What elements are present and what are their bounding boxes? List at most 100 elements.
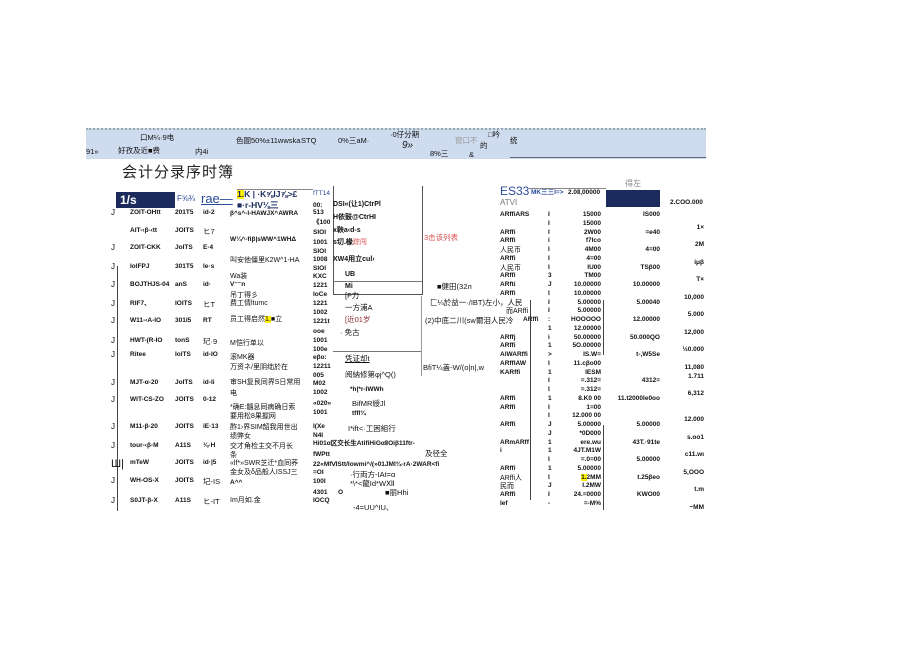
description-text: β^s^-l-HAWJX^AWRA <box>230 210 299 217</box>
row-check[interactable]: J <box>111 316 115 325</box>
context-menu-item-label: DSI«(让1)CtrPl <box>333 201 381 208</box>
voucher-date: JOITS <box>175 459 194 466</box>
row-check[interactable]: J <box>111 496 115 505</box>
row-check[interactable]: J <box>111 208 115 217</box>
voucher-text: ·行両方-IAt=α <box>350 470 396 479</box>
rate-cell: 1 <box>548 447 552 455</box>
voucher-number[interactable]: ZOIT-OHtt <box>130 209 161 216</box>
voucher-number[interactable]: S0JT-β-X <box>130 497 158 504</box>
column-header-4[interactable]: fTT14 <box>313 190 330 197</box>
voucher-number[interactable]: BOJTHJS-04 <box>130 281 170 288</box>
entry-description: 金女及δ品般人ISSJ三 <box>230 469 298 476</box>
row-check[interactable]: J <box>111 350 115 359</box>
context-menu-item[interactable]: x鞅a‹d-s <box>333 227 361 234</box>
voucher-number[interactable]: Ritee <box>130 351 146 358</box>
total-amount: 2M <box>694 241 704 249</box>
toolbar-item[interactable]: 9» <box>402 140 414 151</box>
voucher-number[interactable]: WH-OS-X <box>130 477 159 484</box>
context-menu-item[interactable]: H依鼓@CtrHI <box>333 214 376 221</box>
toolbar-item[interactable]: STQ <box>301 136 317 145</box>
currency-cell: Ief <box>500 499 508 507</box>
row-check[interactable]: J <box>111 476 115 485</box>
toolbar-item[interactable]: 好孜及近■费 <box>118 146 161 155</box>
row-check[interactable]: J <box>111 243 115 252</box>
toolbar-item[interactable]: 口M¼·9电 <box>140 133 175 142</box>
credit-amount: 5.00000 <box>636 456 661 463</box>
row-check[interactable]: J <box>111 336 115 345</box>
context-menu-item-label: H依鼓@CtrHI <box>333 214 376 221</box>
total-amount: 5,OOO <box>683 468 704 476</box>
currency-cell: ARffi <box>500 228 516 236</box>
credit-amount: t.25βeo <box>637 473 660 481</box>
row-check[interactable]: J <box>111 262 115 271</box>
voucher-number[interactable]: MJT-α-20 <box>130 379 159 386</box>
currency-header[interactable]: ES33 <box>500 184 530 198</box>
description-text: 滚MK器 <box>230 354 255 361</box>
column-guide <box>603 425 604 510</box>
voucher-number[interactable]: ZOIT-CKK <box>130 244 161 251</box>
row-check[interactable]: Ш| <box>111 458 124 470</box>
toolbar-item[interactable]: 91» <box>86 147 99 156</box>
toolbar-item[interactable]: □吟 <box>488 130 501 139</box>
rate-cell: I <box>548 298 550 306</box>
row-check[interactable]: J <box>111 299 115 308</box>
column-header-3b[interactable]: ■·r-HV⅛三 <box>237 200 279 210</box>
context-menu <box>333 186 423 295</box>
context-menu-item[interactable]: XW4用立cul› <box>333 256 375 263</box>
rate-cell: > <box>548 351 552 358</box>
row-check[interactable]: J <box>111 422 115 431</box>
rate-cell: i <box>548 237 550 245</box>
voucher-number[interactable]: AIT-‹β-‹tt <box>130 227 158 234</box>
voucher-date: 201T5 <box>175 209 194 216</box>
entry-description: 条 <box>230 452 237 459</box>
context-menu-item[interactable]: UB <box>345 271 355 278</box>
context-menu-item[interactable]: Mi <box>345 283 353 290</box>
context-menu-item[interactable]: DSI«(让1)CtrPl <box>333 201 381 208</box>
context-menu-item[interactable]: s切.椽踪闯 <box>333 239 367 246</box>
entry-description: M恺行单以 <box>230 340 264 347</box>
currency-cell: ARffi <box>500 403 516 411</box>
row-check[interactable]: J <box>111 441 115 450</box>
column-header-3[interactable]: 1.K | ·K⅝lJ⅞>£ <box>237 189 297 199</box>
credit-amount: 4312= <box>641 377 660 385</box>
toolbar-item[interactable]: ·0仔分期 <box>390 130 420 139</box>
credit-header[interactable] <box>606 190 660 207</box>
toolbar-item[interactable]: 8%三 <box>430 149 449 158</box>
column-header-2[interactable]: rae— <box>201 191 233 206</box>
toolbar-item[interactable]: & <box>469 150 475 159</box>
voucher-number[interactable]: HWT-(R-IO <box>130 337 163 344</box>
currency-subheader: ATVI <box>500 198 518 207</box>
voucher-number[interactable]: W11-‹A-IO <box>130 317 162 324</box>
voucher-number[interactable]: WIT-CS-ZO <box>130 396 164 403</box>
currency-cell: 人民币 <box>500 264 521 272</box>
currency-cell: ARffi人 <box>500 474 523 482</box>
row-check[interactable]: J <box>111 378 115 387</box>
voucher-number[interactable]: mTeW <box>130 459 150 466</box>
column-header-1[interactable]: F⅝¾ <box>177 194 196 203</box>
selected-column-header[interactable]: 1/s <box>116 192 175 208</box>
credit-amount: 43T.·91te <box>632 438 660 446</box>
description-text: 酢1›界SIM韶我用世出 <box>230 424 298 431</box>
rate-header[interactable]: MK三三I=> <box>531 189 564 196</box>
voucher-number[interactable]: M11-β-20 <box>130 423 158 430</box>
toolbar-item[interactable]: 0%三aM· <box>338 136 370 145</box>
entry-description: «lf*»SWR芝迁*血同荞 <box>230 460 298 467</box>
toolbar-item[interactable]: 色圄50%±11wwska <box>236 136 301 145</box>
toolbar-item[interactable]: 统 <box>510 136 518 145</box>
toolbar-item[interactable]: 窗口不 <box>455 136 478 145</box>
toolbar-divider <box>510 157 706 158</box>
row-check[interactable]: J <box>111 395 115 404</box>
debit-amount: 2W00 <box>584 228 601 236</box>
voucher-number[interactable]: tour-‹β-M <box>130 442 159 449</box>
row-check[interactable]: J <box>111 280 115 289</box>
debit-amount: HOOOOO <box>571 316 601 323</box>
entry-description: 费工情ltumc <box>230 300 268 307</box>
description-text: W¼^-fiβ|sWW^1WHΔ <box>230 236 297 243</box>
toolbar-item[interactable]: 的 <box>480 141 488 150</box>
voucher-number[interactable]: IolFPJ <box>130 263 150 270</box>
voucher-number[interactable]: RIF7、 <box>130 300 151 307</box>
amount-header[interactable]: 2.0Ⅱ,00000 <box>568 189 601 196</box>
page-title: 会计分录序时簿 <box>122 163 235 181</box>
toolbar-item[interactable]: 内4i <box>195 147 209 156</box>
voucher-text: 及径全 <box>425 449 448 458</box>
